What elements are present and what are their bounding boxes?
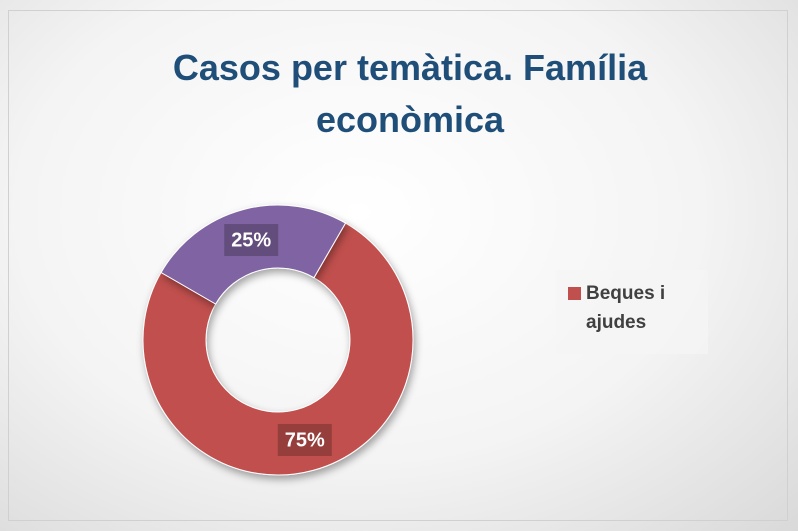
value-label: 75% xyxy=(285,429,325,451)
donut-segment xyxy=(142,222,414,476)
value-label-box xyxy=(277,423,332,456)
legend: Beques i ajudes xyxy=(556,270,708,354)
value-label-box xyxy=(224,224,279,257)
legend-label: Beques i ajudes xyxy=(586,283,666,333)
value-label: 25% xyxy=(231,229,271,251)
chart-frame xyxy=(8,10,788,521)
legend-marker xyxy=(568,287,581,300)
chart-title: Casos per temàtica. Família econòmica xyxy=(172,47,648,141)
